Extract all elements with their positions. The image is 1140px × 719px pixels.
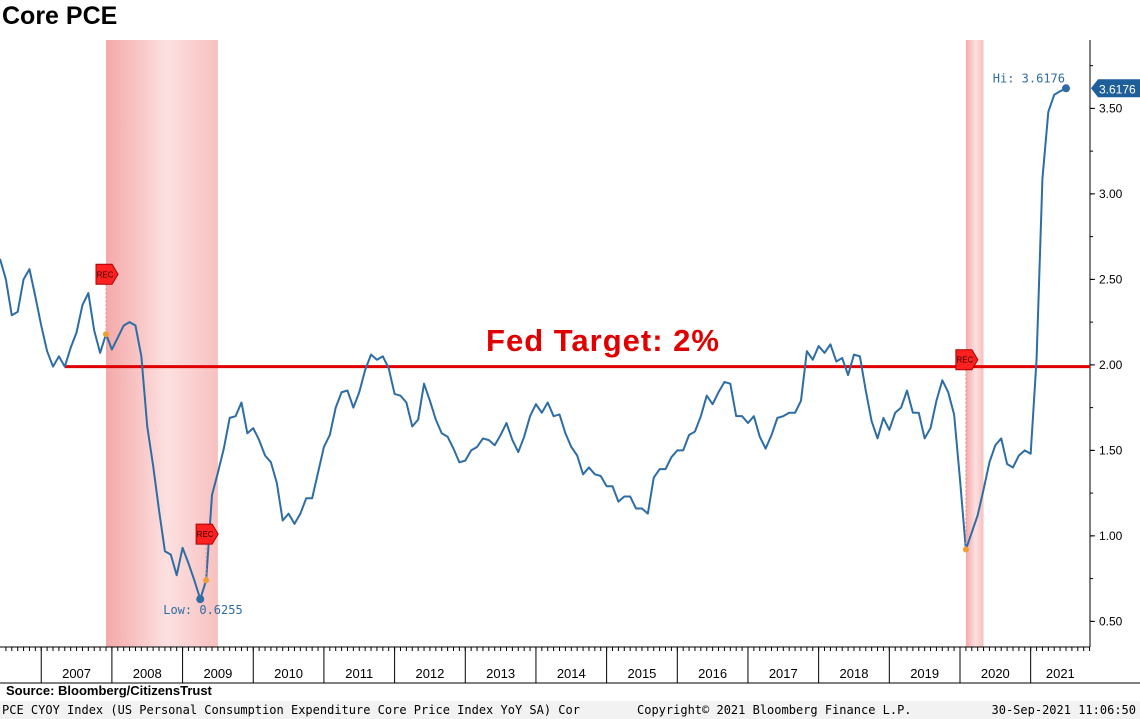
footer-copyright: Copyright© 2021 Bloomberg Finance L.P. bbox=[637, 703, 912, 717]
chart-title: Core PCE bbox=[2, 2, 118, 30]
x-tick-label: 2017 bbox=[769, 666, 798, 681]
y-tick-label: 1.00 bbox=[1099, 529, 1123, 543]
rec-marker-flag bbox=[955, 349, 979, 371]
x-tick-label: 2015 bbox=[627, 666, 656, 681]
low-label: Low: 0.6255 bbox=[163, 603, 242, 617]
y-tick-label: 0.50 bbox=[1099, 614, 1123, 628]
low-point bbox=[196, 595, 205, 604]
rec-marker-label: REC bbox=[197, 530, 214, 539]
fed-target-annotation: Fed Target: 2% bbox=[486, 323, 720, 358]
hi-point bbox=[1062, 84, 1070, 93]
x-tick-label: 2019 bbox=[910, 666, 939, 681]
rec-marker-point bbox=[203, 577, 210, 584]
x-tick-label: 2016 bbox=[698, 666, 727, 681]
rec-marker-flag bbox=[195, 523, 219, 545]
x-tick-label: 2021 bbox=[1046, 666, 1075, 681]
y-tick-label: 1.50 bbox=[1099, 443, 1123, 457]
y-tick-label: 3.50 bbox=[1099, 101, 1123, 115]
source-label: Source: bbox=[6, 683, 55, 698]
x-tick-label: 2007 bbox=[62, 666, 91, 681]
y-tick-label: 3.00 bbox=[1099, 187, 1123, 201]
x-tick-label: 2011 bbox=[345, 666, 373, 681]
x-tick-label: 2018 bbox=[840, 666, 869, 681]
footer-index-description: PCE CYOY Index (US Personal Consumption … bbox=[2, 703, 580, 717]
x-tick-label: 2009 bbox=[203, 666, 232, 681]
x-tick-label: 2014 bbox=[557, 666, 586, 681]
y-tick-label: 2.00 bbox=[1099, 358, 1123, 372]
last-value-tag bbox=[1091, 79, 1140, 98]
rec-marker-label: REC bbox=[97, 270, 114, 279]
x-tick-label: 2013 bbox=[486, 666, 515, 681]
rec-marker-label: REC bbox=[956, 356, 973, 365]
rec-marker-point bbox=[103, 331, 110, 338]
x-tick-label: 2010 bbox=[274, 666, 303, 681]
footer-bar: PCE CYOY Index (US Personal Consumption … bbox=[0, 701, 1140, 719]
rec-marker-flag bbox=[95, 263, 119, 285]
y-tick-label: 2.50 bbox=[1099, 272, 1123, 286]
core-pce-line-chart: 0.50 1.00 1.50 2.00 2.50 3.00 3.50 2007 2008 2009… bbox=[0, 40, 1140, 684]
x-tick-label: 2020 bbox=[981, 666, 1010, 681]
rec-marker-point bbox=[962, 546, 969, 553]
core-pce-series-line bbox=[0, 87, 1067, 601]
last-value-label: 3.6176 bbox=[1099, 82, 1136, 96]
source-value: Bloomberg/CitizensTrust bbox=[58, 683, 212, 698]
x-tick-label: 2012 bbox=[415, 666, 444, 681]
recession-band bbox=[106, 40, 218, 647]
x-tick-label: 2008 bbox=[133, 666, 162, 681]
hi-label: Hi: 3.6176 bbox=[993, 71, 1065, 85]
footer-timestamp: 30-Sep-2021 11:06:50 bbox=[991, 703, 1137, 717]
recession-band bbox=[965, 40, 984, 647]
source-line: Source: Bloomberg/CitizensTrust bbox=[6, 683, 212, 698]
